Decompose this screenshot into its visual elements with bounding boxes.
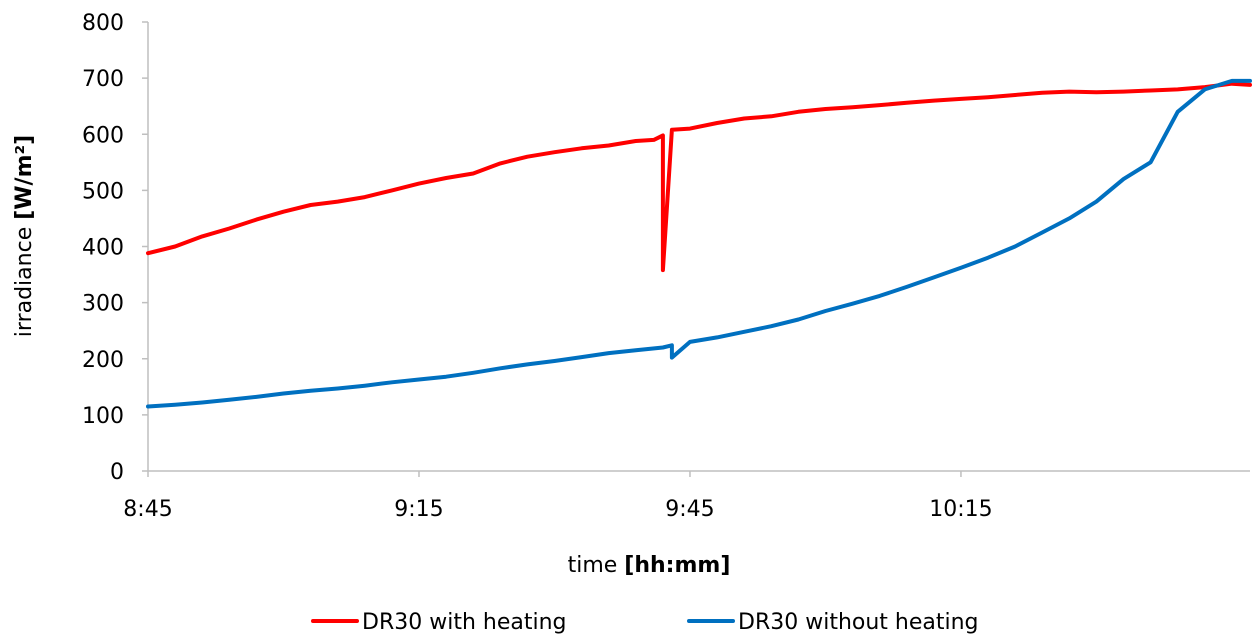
series-layer	[146, 78, 1252, 409]
y-axis-title-text: irradiance	[12, 220, 37, 337]
x-axis-unit: [hh:mm]	[624, 553, 730, 578]
y-axis-unit: [W/m²]	[12, 135, 37, 220]
x-tick-label: 8:45	[123, 497, 172, 522]
x-axis-ticks: 8:45 9:15 9:45 10:15	[123, 471, 993, 522]
y-tick-label: 500	[82, 179, 124, 204]
series-line-2	[146, 78, 1252, 409]
y-tick-label: 0	[110, 460, 124, 485]
y-tick-label: 100	[82, 404, 124, 429]
y-axis-ticks: 0 100 200 300 400 500 600 700 800	[82, 11, 148, 485]
y-tick-label: 200	[82, 348, 124, 373]
legend-label-1: DR30 with heating	[362, 610, 567, 635]
x-tick-label: 9:15	[394, 497, 443, 522]
x-axis-title-text: time	[568, 553, 625, 578]
x-axis-title: time [hh:mm]	[568, 553, 731, 578]
legend: DR30 with heating DR30 without heating	[311, 610, 979, 635]
y-tick-label: 800	[82, 11, 124, 36]
y-tick-label: 300	[82, 292, 124, 317]
x-tick-label: 10:15	[929, 497, 992, 522]
legend-label-2: DR30 without heating	[738, 610, 979, 635]
y-axis-title: irradiance [W/m²]	[12, 135, 37, 337]
y-tick-label: 600	[82, 123, 124, 148]
y-tick-label: 700	[82, 67, 124, 92]
y-tick-label: 400	[82, 236, 124, 261]
series-line-1	[146, 81, 1252, 273]
x-tick-label: 9:45	[665, 497, 714, 522]
